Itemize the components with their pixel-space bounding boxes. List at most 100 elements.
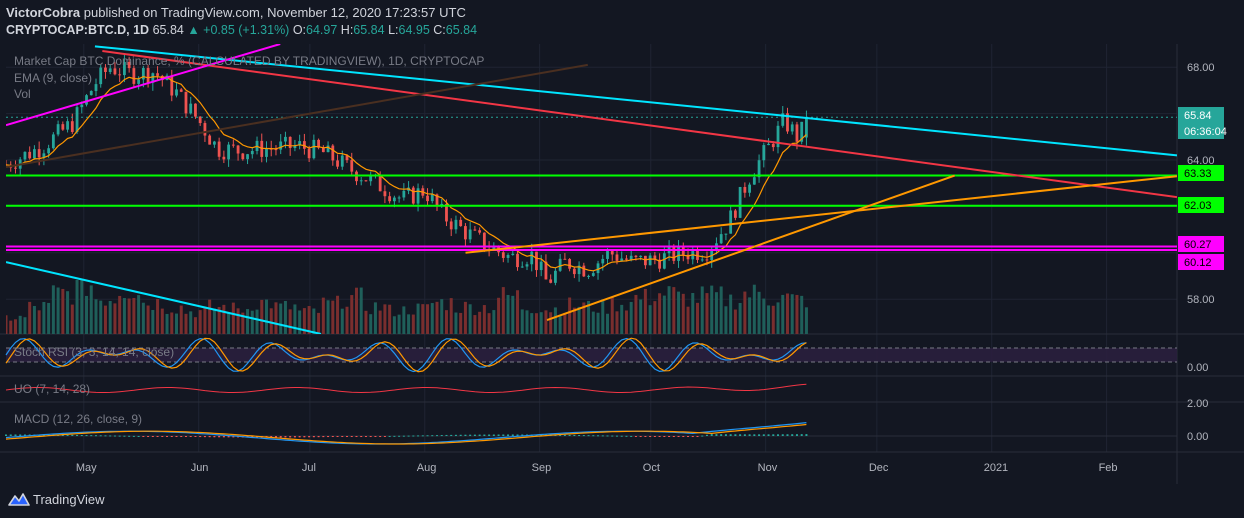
candle-body [781,113,785,126]
price-tick-label: 68.00 [1187,62,1215,74]
macd-hist-bar [128,435,131,437]
tradingview-logo-icon[interactable] [8,490,30,510]
volume-bar [264,299,268,334]
macd-hist-bar [170,436,173,437]
candle-body [28,151,32,159]
author-name[interactable]: VictorCobra [6,5,81,20]
candle-body [321,147,325,153]
candle-body [302,141,306,149]
volume-bar [203,306,207,334]
candle-body [468,229,472,240]
candle-body [454,219,458,230]
candle-body [293,145,297,148]
price-badge-label-4: 60.27 [1184,239,1212,251]
price-badge-4 [1178,236,1224,252]
trend-line-5 [6,63,588,168]
candle-body [705,259,709,261]
volume-bar [558,316,562,334]
candle-body [85,95,88,105]
time-label: Nov [758,462,778,474]
candle-body [662,253,666,269]
macd-hist-bar [563,434,566,436]
price-badge-5 [1178,254,1224,270]
tradingview-brand[interactable]: TradingView [33,492,105,507]
volume-bar [781,294,785,334]
candle-body [156,73,159,76]
candle-body [392,197,396,202]
volume-bar [407,314,411,334]
macd-hist-bar [94,435,97,437]
volume-bar [47,302,51,334]
volume-bar [331,300,335,334]
volume-bar [66,291,70,334]
macd-hist-bar [398,435,401,437]
volume-bar [156,298,160,334]
candle-body [596,263,600,274]
footer: TradingView [0,484,1244,518]
volume-bar [454,312,458,334]
macd-hist-bar [23,434,26,436]
macd-hist-bar [511,434,514,436]
macd-hist-bar [682,436,685,437]
macd-hist-bar [521,434,524,436]
macd-hist-bar [601,435,604,437]
macd-legend: MACD (12, 26, close, 9) [14,412,142,426]
time-label: Sep [532,462,552,474]
candle-body [246,154,249,160]
macd-hist-bar [293,436,296,438]
volume-bar [520,309,524,334]
volume-bar [146,305,150,334]
macd-hist-bar [142,436,145,437]
candle-body [151,73,155,83]
volume-bar [411,314,415,334]
ema-legend: EMA (9, close) [14,71,92,85]
macd-hist-bar [634,436,637,437]
macd-hist-bar [729,434,732,436]
macd-hist-bar [606,435,609,437]
candle-body [146,68,150,83]
candle-body [767,143,770,146]
macd-hist-bar [336,436,339,437]
volume-bar [388,304,392,334]
time-label: May [76,462,97,474]
volume-bar [189,311,193,334]
candle-body [752,177,756,185]
candle-body [572,268,576,275]
volume-bar [577,306,581,334]
volume-bar [572,307,576,334]
macd-hist-bar [208,436,211,438]
volume-bar [23,317,27,334]
volume-bar [75,280,79,334]
volume-bar [762,298,766,334]
macd-hist-bar [431,435,434,437]
price-badge-label-1: 06:36:04 [1184,126,1227,138]
volume-bar [165,313,169,334]
candle-body [127,62,131,69]
macd-hist-bar [644,436,647,437]
symbol-label[interactable]: CRYPTOCAP:BTC.D, 1D [6,23,150,37]
macd-hist-bar [507,434,510,436]
macd-tick-label: 0.00 [1187,431,1208,443]
volume-bar [591,311,595,334]
volume-bar [397,314,401,334]
candle-body [340,155,344,167]
macd-hist-bar [653,436,656,437]
candle-body [790,124,794,132]
candle-body [539,261,543,271]
volume-bar [70,304,74,334]
trend-line-2 [465,175,1177,254]
candle-body [710,249,714,261]
publish-text: published on TradingView.com, November 1… [80,5,466,20]
uo-line [5,383,807,394]
macd-hist-bar [705,434,708,436]
price-badge-3 [1178,197,1224,213]
volume-bar [492,310,496,334]
price-tick-label: 64.00 [1187,155,1215,167]
candle-body [279,141,283,150]
macd-hist-bar [696,436,699,437]
macd-hist-bar [791,434,794,436]
candle-body [530,251,534,265]
candle-body [520,266,524,268]
high-value: 65.84 [353,23,385,37]
